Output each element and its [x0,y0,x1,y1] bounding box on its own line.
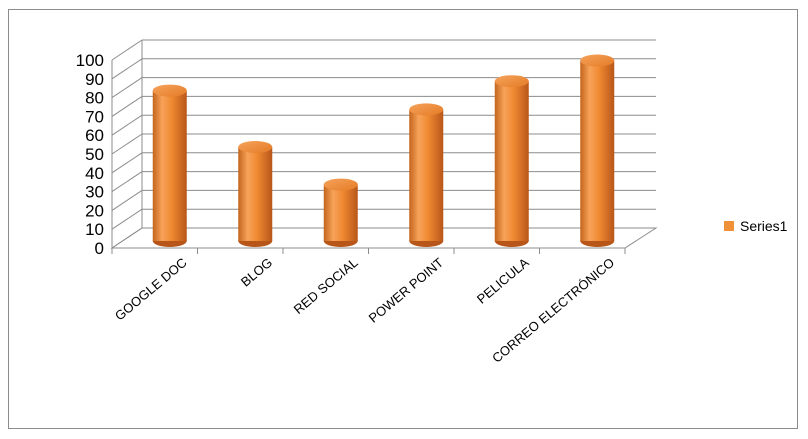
bar-body [409,109,444,242]
bar-body [323,184,358,241]
y-tick-label: 50 [85,145,104,164]
legend: Series1 [724,218,788,234]
bar [409,103,444,247]
bar-body [152,90,187,241]
x-axis-labels: GOOGLE DOC BLOG RED SOCIAL POWER POINT PELIC… [111,248,626,366]
x-tick-label: BLOG [238,255,275,290]
chart-floor [110,227,658,249]
gridline-side [111,58,143,80]
legend-swatch-series1 [724,221,734,231]
bar-top [323,178,358,191]
y-tick-label: 60 [85,126,104,145]
x-tick-label: GOOGLE DOC [112,255,190,324]
y-tick-label: 0 [95,239,104,258]
bar [323,178,358,247]
y-tick-label: 30 [85,183,104,202]
gridline-side [111,133,143,155]
legend-label-series1: Series1 [740,218,788,234]
gridline-side [111,152,143,174]
x-tick-label: RED SOCIAL [291,255,361,317]
y-tick-label: 10 [85,220,104,239]
bar [580,54,615,247]
y-tick-label: 20 [85,201,104,220]
chart-area: 0 10 20 30 40 50 60 70 80 90 100 GOOGLE DOC BLOG RED… [8,9,798,429]
gridline-side [111,77,143,99]
x-tick-label: PELICULA [474,255,532,307]
bar-top [238,141,273,153]
gridline-side [111,114,143,136]
bar-top [409,103,444,116]
bar [152,84,187,247]
bar [494,75,529,247]
bar-body [494,81,529,241]
bar-top [580,54,615,67]
y-tick-label: 100 [76,51,104,70]
bar [238,141,273,247]
gridline-side [111,208,143,230]
bar-top [494,75,529,88]
y-tick-label: 70 [85,107,104,126]
y-tick-label: 90 [85,70,104,89]
gridline-side [111,171,143,193]
gridlines [110,39,658,249]
gridline-side [111,189,143,211]
gridline-side [111,95,143,117]
y-tick-label: 80 [85,89,104,108]
bar-body [580,60,615,241]
y-tick-label: 40 [85,164,104,183]
bars [152,54,615,247]
bar-top [152,84,187,97]
gridline-side [111,39,143,61]
bar-body [238,147,273,241]
x-tick-label: POWER POINT [366,255,447,326]
